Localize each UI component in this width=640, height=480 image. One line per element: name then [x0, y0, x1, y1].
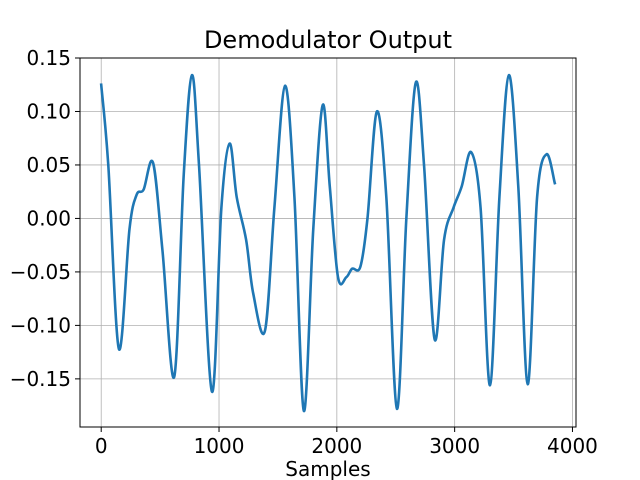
- x-tick-label: 0: [95, 434, 108, 458]
- y-axis-ticks: −0.15 −0.10 −0.05 0.00 0.05 0.10 0.15: [10, 46, 80, 391]
- y-tick-label: 0.05: [26, 153, 71, 177]
- x-axis-ticks: 0 1000 2000 3000 4000: [95, 427, 598, 458]
- series-line: [99, 73, 557, 413]
- y-tick-label: 0.10: [26, 99, 71, 123]
- y-tick-label: −0.10: [10, 313, 71, 337]
- chart-title: Demodulator Output: [204, 26, 452, 54]
- x-tick-label: 2000: [311, 434, 362, 458]
- x-tick-label: 4000: [547, 434, 598, 458]
- y-tick-label: −0.15: [10, 367, 71, 391]
- x-tick-label: 3000: [429, 434, 480, 458]
- y-tick-label: 0.15: [26, 46, 71, 70]
- plot-frame: [79, 57, 577, 428]
- y-tick-label: 0.00: [26, 206, 71, 230]
- x-axis-label: Samples: [285, 457, 370, 480]
- y-tick-label: −0.05: [10, 260, 71, 284]
- x-tick-label: 1000: [194, 434, 245, 458]
- series-layer: [99, 73, 557, 413]
- grid-lines: [80, 57, 576, 427]
